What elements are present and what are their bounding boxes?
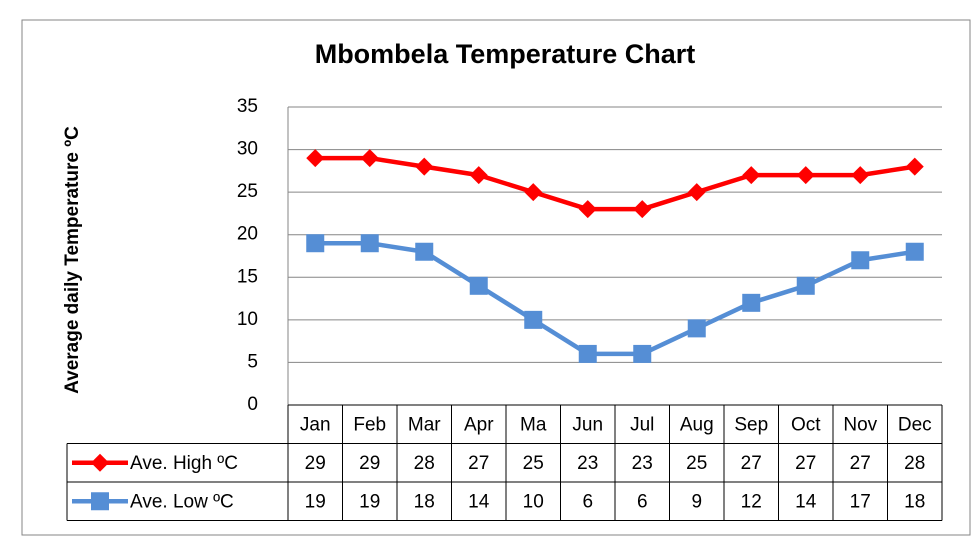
y-tick-label: 25 (237, 181, 258, 202)
marker (415, 157, 434, 176)
table-cell: 25 (523, 453, 544, 474)
table-cell: 18 (904, 491, 925, 512)
x-tick-label: Jan (300, 414, 331, 435)
y-tick-label: 0 (247, 394, 258, 415)
table-cell: 19 (359, 491, 380, 512)
table-cell: 25 (686, 453, 707, 474)
y-axis-label: Average daily Temperature ºC (62, 126, 83, 394)
table-cell: 18 (414, 491, 435, 512)
table-cell: 6 (582, 491, 593, 512)
marker (306, 149, 325, 168)
table-cell: 14 (468, 491, 490, 512)
table-cell: 29 (305, 453, 326, 474)
marker (687, 183, 706, 202)
y-tick-label: 5 (247, 351, 258, 372)
table-cell: 9 (691, 491, 702, 512)
marker (905, 242, 924, 261)
marker (524, 310, 543, 329)
marker (796, 276, 815, 295)
marker (633, 344, 652, 363)
table-cell: 10 (523, 491, 544, 512)
table-cell: 29 (359, 453, 380, 474)
table-cell: 19 (305, 491, 326, 512)
table-cell: 27 (850, 453, 871, 474)
table-cell: 17 (850, 491, 871, 512)
marker (742, 166, 761, 185)
table-cell: 28 (904, 453, 925, 474)
marker (905, 157, 924, 176)
marker (687, 319, 706, 338)
marker (360, 149, 379, 168)
x-tick-label: Oct (791, 414, 821, 435)
table-cell: 23 (577, 453, 598, 474)
y-tick-label: 15 (237, 266, 258, 287)
x-tick-label: Jun (572, 414, 603, 435)
y-tick-label: 20 (237, 224, 258, 245)
marker (415, 242, 434, 261)
table-cell: 23 (632, 453, 653, 474)
x-tick-label: Jul (630, 414, 654, 435)
y-tick-label: 35 (237, 96, 258, 117)
x-tick-label: Apr (464, 414, 494, 435)
series-line (315, 240, 916, 357)
x-tick-label: Nov (843, 414, 877, 435)
marker (851, 251, 870, 270)
marker (91, 492, 109, 511)
table-cell: 6 (637, 491, 648, 512)
table-cell: 27 (741, 453, 762, 474)
table-cell: 28 (414, 453, 435, 474)
marker (469, 166, 488, 185)
table-cell: 14 (795, 491, 817, 512)
legend-label: Ave. High ºC (130, 453, 238, 474)
x-tick-label: Sep (734, 414, 768, 435)
legend-label: Ave. Low ºC (130, 491, 234, 512)
y-tick-label: 30 (237, 139, 258, 160)
marker (91, 453, 109, 472)
marker (469, 276, 488, 295)
marker (796, 166, 815, 185)
y-tick-label: 10 (237, 309, 258, 330)
series-line (315, 155, 916, 212)
x-tick-label: Feb (353, 414, 386, 435)
marker (578, 200, 597, 219)
x-tick-label: Mar (408, 414, 441, 435)
marker (360, 234, 379, 253)
chart-title: Mbombela Temperature Chart (315, 39, 696, 69)
marker (742, 293, 761, 312)
table-cell: 12 (741, 491, 762, 512)
marker (851, 166, 870, 185)
marker (578, 344, 597, 363)
marker (633, 200, 652, 219)
x-tick-label: Ma (520, 414, 547, 435)
x-tick-label: Aug (680, 414, 714, 435)
marker (306, 234, 325, 253)
table-cell: 27 (795, 453, 816, 474)
table-cell: 27 (468, 453, 489, 474)
x-tick-label: Dec (898, 414, 932, 435)
marker (524, 183, 543, 202)
